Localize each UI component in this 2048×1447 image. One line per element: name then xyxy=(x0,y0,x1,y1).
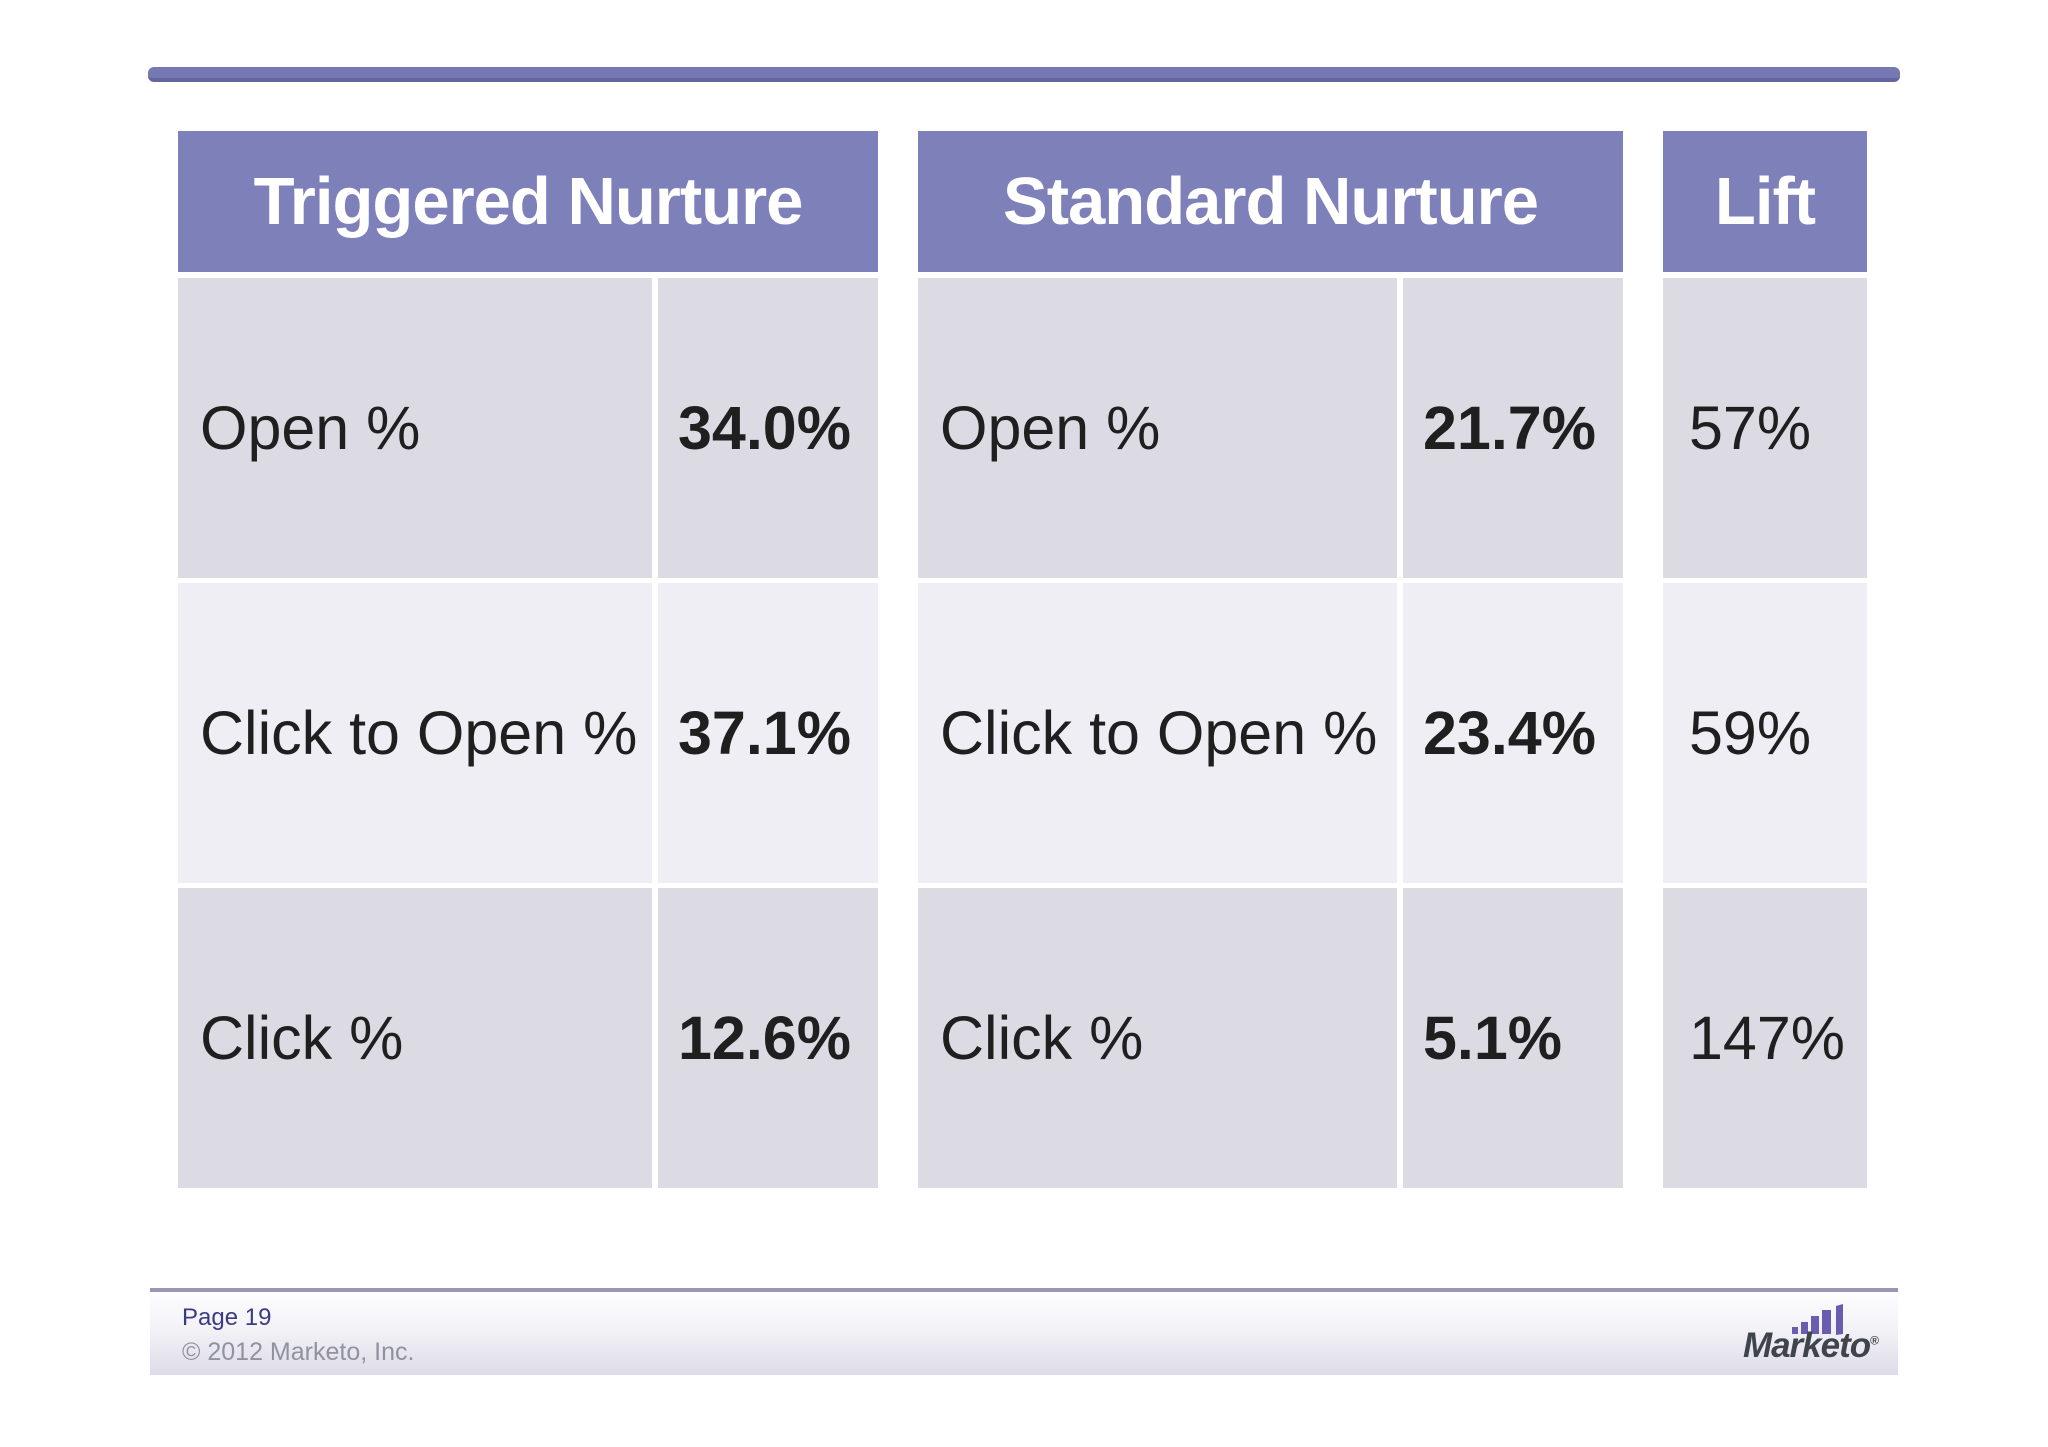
table-body-standard-nurture: Open % 21.7% Click to Open % 23.4% Click… xyxy=(918,278,1623,1188)
table-row: Open % 21.7% xyxy=(918,278,1623,578)
table-row: Click % 5.1% xyxy=(918,888,1623,1188)
table-lift: Lift 57% 59% 147% xyxy=(1663,131,1867,1188)
table-standard-nurture: Standard Nurture Open % 21.7% Click to O… xyxy=(918,131,1623,1188)
logo-wordmark: Marketo xyxy=(1742,1326,1871,1365)
table-row: 59% xyxy=(1663,583,1867,883)
footer-bar: Page 19 © 2012 Marketo, Inc. Marketo® xyxy=(150,1288,1898,1375)
copyright-text: © 2012 Marketo, Inc. xyxy=(182,1338,415,1366)
table-row: Click to Open % 23.4% xyxy=(918,583,1623,883)
lift-value-cell: 147% xyxy=(1663,888,1867,1188)
metric-label-cell: Click % xyxy=(178,888,652,1188)
table-body-lift: 57% 59% 147% xyxy=(1663,278,1867,1188)
bar-chart-icon xyxy=(1792,1304,1843,1335)
table-triggered-nurture: Triggered Nurture Open % 34.0% Click to … xyxy=(178,131,878,1188)
metric-value-cell: 12.6% xyxy=(658,888,878,1188)
marketo-logo: Marketo® xyxy=(1692,1294,1882,1374)
table-header-triggered-nurture: Triggered Nurture xyxy=(178,131,878,272)
table-header-lift: Lift xyxy=(1663,131,1867,272)
table-header-standard-nurture: Standard Nurture xyxy=(918,131,1623,272)
metric-value-cell: 5.1% xyxy=(1403,888,1623,1188)
metric-label-cell: Click % xyxy=(918,888,1397,1188)
table-body-triggered-nurture: Open % 34.0% Click to Open % 37.1% Click… xyxy=(178,278,878,1188)
metric-value-cell: 34.0% xyxy=(658,278,878,578)
table-row: Click to Open % 37.1% xyxy=(178,583,878,883)
metric-label-cell: Click to Open % xyxy=(918,583,1397,883)
metric-value-cell: 37.1% xyxy=(658,583,878,883)
table-row: 57% xyxy=(1663,278,1867,578)
top-accent-rule xyxy=(148,67,1900,82)
metric-label-cell: Click to Open % xyxy=(178,583,652,883)
marketo-logo-text: Marketo® xyxy=(1742,1326,1879,1366)
page-number: Page 19 xyxy=(182,1304,272,1331)
metric-label-cell: Open % xyxy=(178,278,652,578)
registered-trademark-icon: ® xyxy=(1870,1333,1879,1348)
lift-value-cell: 59% xyxy=(1663,583,1867,883)
metric-value-cell: 21.7% xyxy=(1403,278,1623,578)
metric-label-cell: Open % xyxy=(918,278,1397,578)
metric-value-cell: 23.4% xyxy=(1403,583,1623,883)
table-row: Open % 34.0% xyxy=(178,278,878,578)
table-row: 147% xyxy=(1663,888,1867,1188)
lift-value-cell: 57% xyxy=(1663,278,1867,578)
table-row: Click % 12.6% xyxy=(178,888,878,1188)
